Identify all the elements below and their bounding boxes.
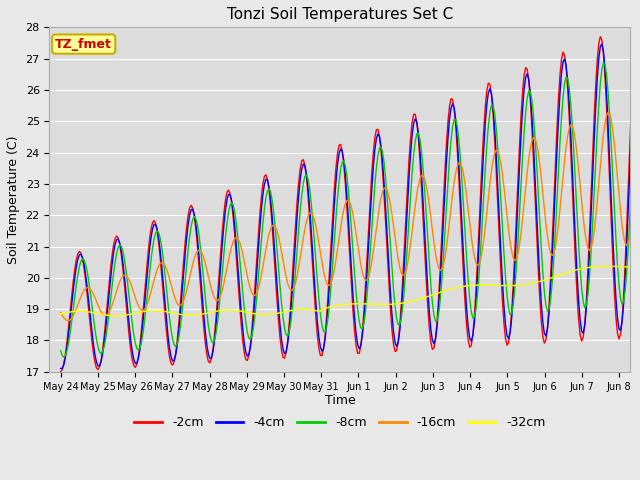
Text: TZ_fmet: TZ_fmet bbox=[55, 37, 112, 50]
Legend: -2cm, -4cm, -8cm, -16cm, -32cm: -2cm, -4cm, -8cm, -16cm, -32cm bbox=[129, 411, 550, 434]
Y-axis label: Soil Temperature (C): Soil Temperature (C) bbox=[7, 135, 20, 264]
Title: Tonzi Soil Temperatures Set C: Tonzi Soil Temperatures Set C bbox=[227, 7, 453, 22]
X-axis label: Time: Time bbox=[324, 394, 355, 408]
